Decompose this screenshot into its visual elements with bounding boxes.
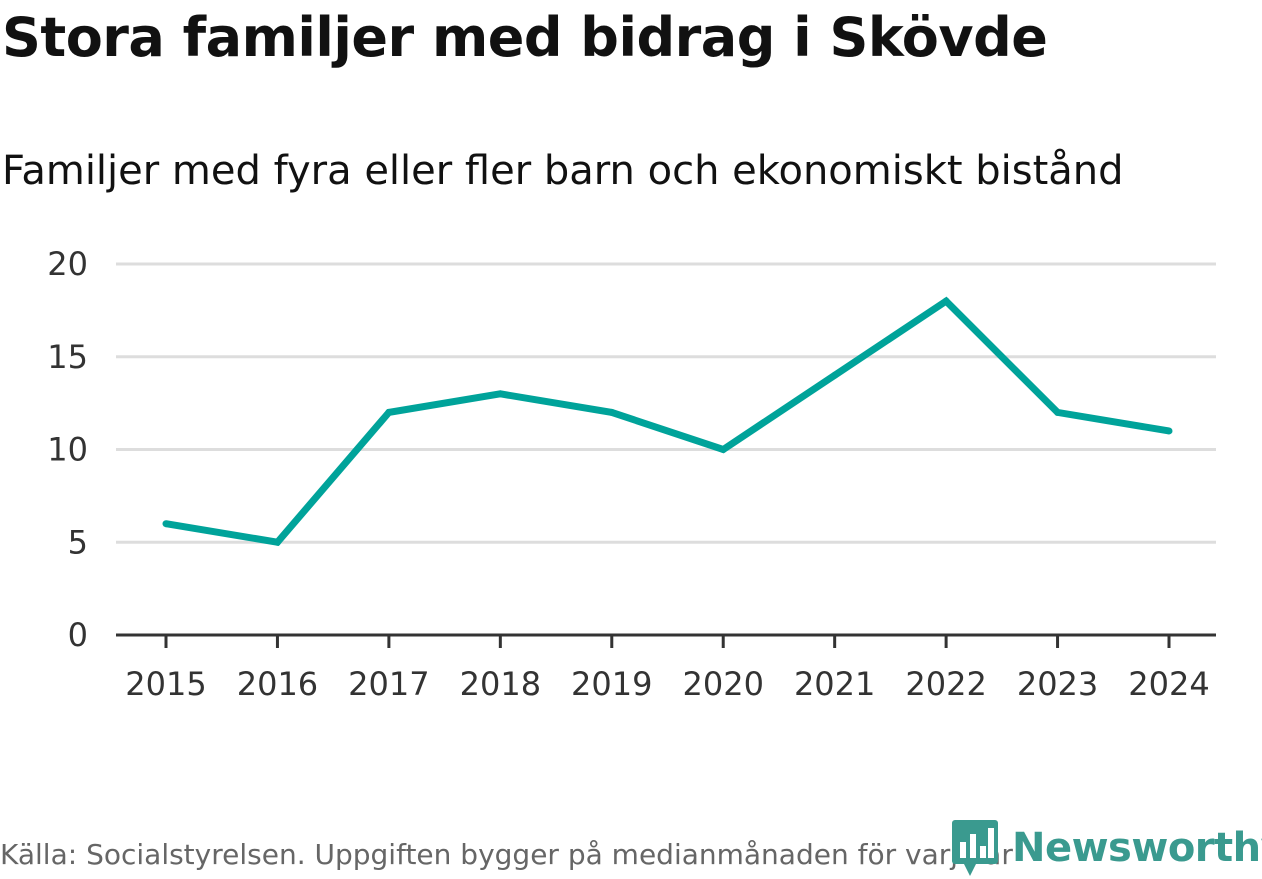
y-axis-tick-labels: 0 5 10 15 20 — [47, 245, 88, 654]
data-point-2022 — [942, 297, 950, 305]
data-point-2018 — [496, 390, 504, 398]
source-note: Källa: Socialstyrelsen. Uppgiften bygger… — [0, 838, 1013, 871]
data-point-2019 — [608, 408, 616, 416]
x-tick-label-2017: 2017 — [348, 665, 429, 703]
newsworthy-logo-icon — [952, 820, 998, 876]
gridlines — [116, 262, 1216, 544]
data-point-2020 — [719, 446, 727, 453]
data-point-2023 — [1054, 408, 1062, 416]
series-line-0 — [165, 296, 1170, 547]
x-tick-label-2018: 2018 — [460, 665, 541, 703]
data-point-2024 — [1165, 427, 1173, 435]
x-tick-label-2020: 2020 — [683, 665, 764, 703]
y-tick-label-15: 15 — [47, 338, 88, 376]
y-tick-label-5: 5 — [68, 523, 88, 561]
newsworthy-logo-text: Newsworthy — [1012, 825, 1262, 871]
newsworthy-logo: Newsworthy — [950, 818, 1262, 878]
x-axis: 2015 2016 2017 2018 2019 2020 2021 2022 2023 2024 — [116, 633, 1216, 703]
y-tick-label-0: 0 — [68, 616, 88, 654]
x-tick-label-2021: 2021 — [794, 665, 875, 703]
x-tick-label-2024: 2024 — [1128, 665, 1209, 703]
data-point-2016 — [273, 538, 281, 546]
data-point-2015 — [162, 520, 170, 528]
chart-title: Stora familjer med bidrag i Skövde — [2, 6, 1048, 69]
x-tick-label-2015: 2015 — [125, 665, 206, 703]
y-tick-label-10: 10 — [47, 431, 88, 469]
x-tick-label-2016: 2016 — [237, 665, 318, 703]
y-tick-label-20: 20 — [47, 245, 88, 283]
series-lines — [162, 296, 1173, 547]
x-tick-label-2019: 2019 — [571, 665, 652, 703]
data-point-2017 — [385, 408, 393, 416]
x-tick-label-2022: 2022 — [905, 665, 986, 703]
data-point-2021 — [831, 371, 839, 379]
chart-subtitle: Familjer med fyra eller fler barn och ek… — [2, 148, 1124, 194]
x-tick-label-2023: 2023 — [1017, 665, 1098, 703]
